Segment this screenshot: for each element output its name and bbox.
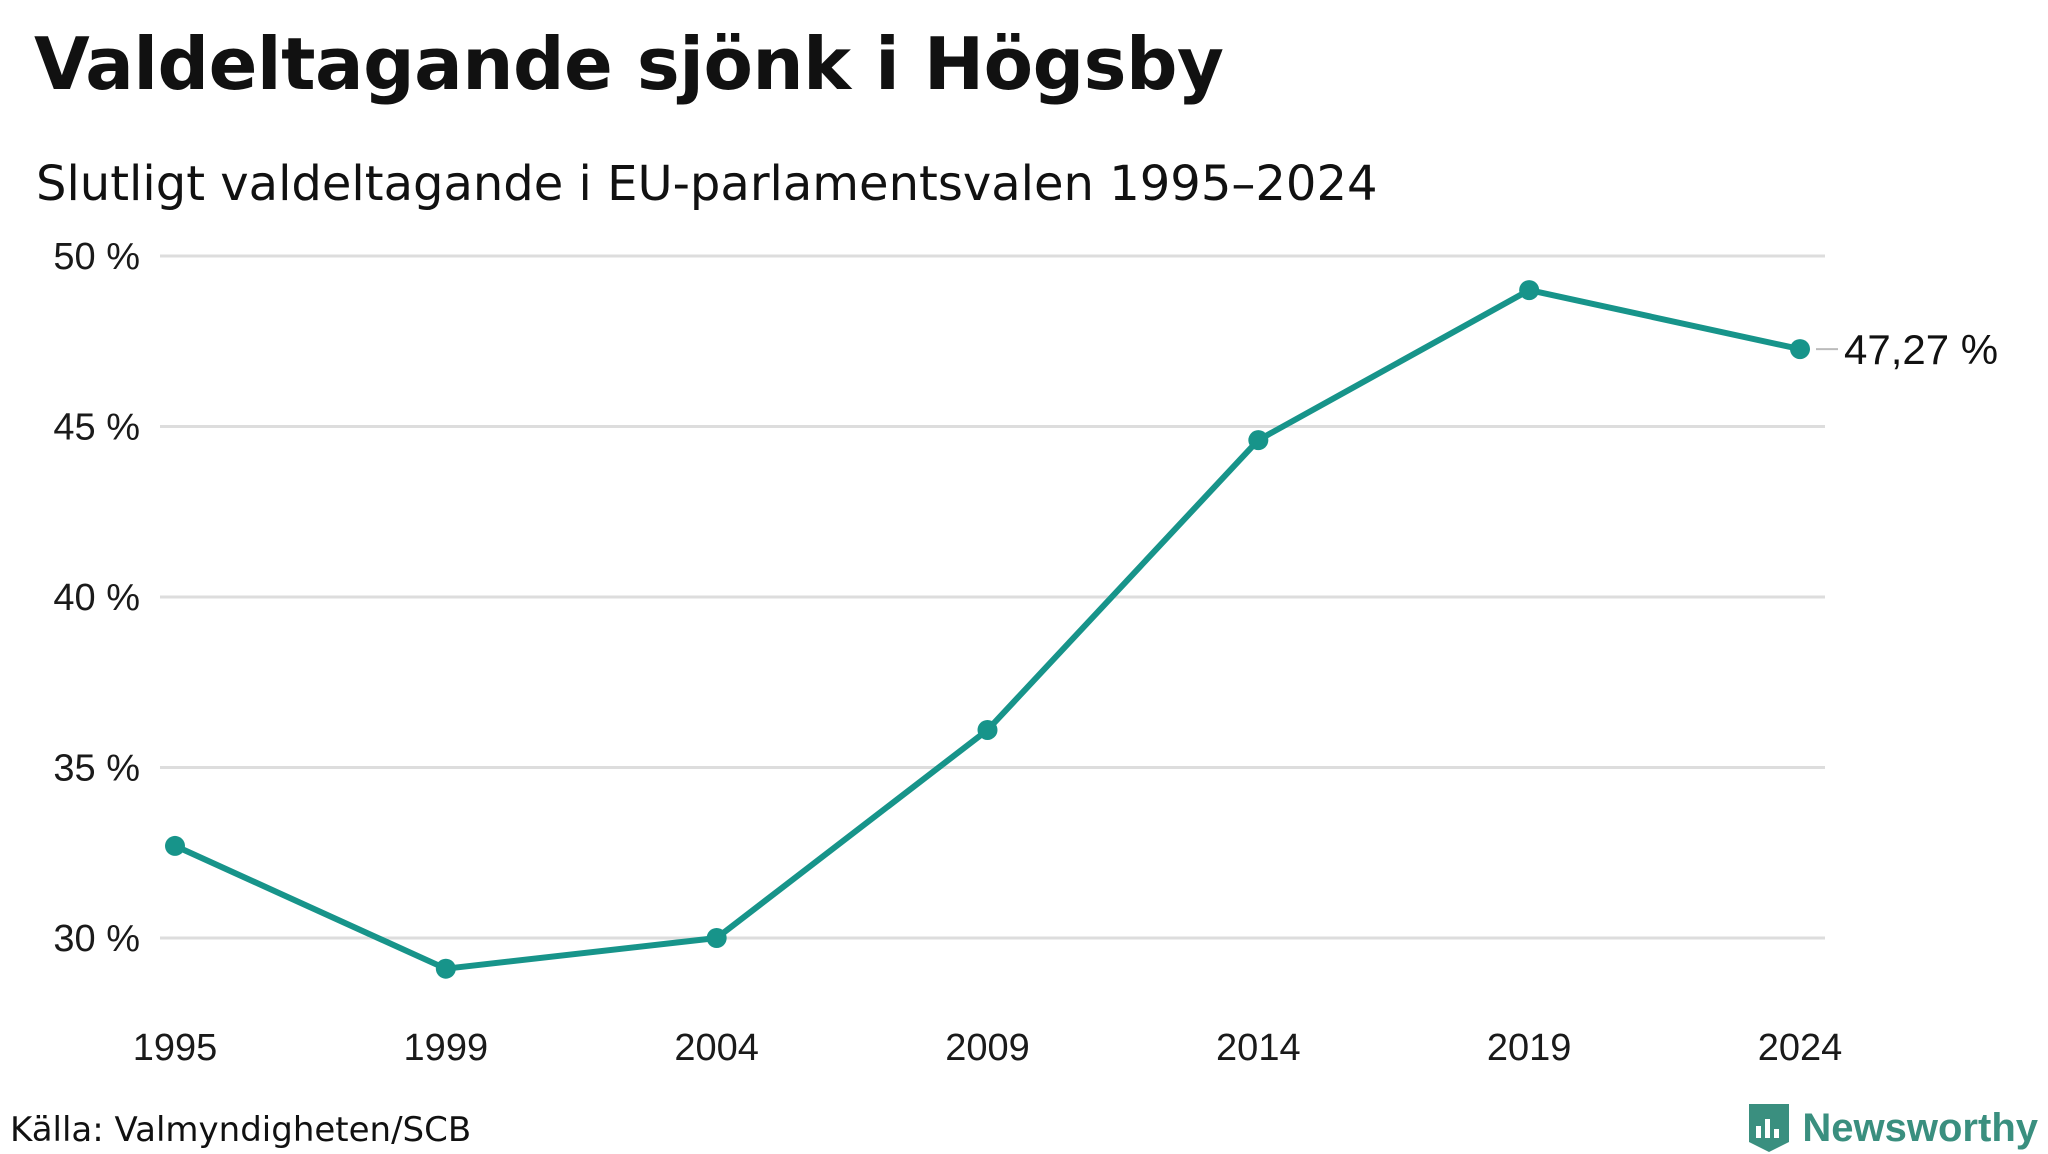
x-tick-label: 2009 [945, 1027, 1030, 1069]
data-point-2019 [1519, 280, 1540, 301]
brand-logo: Newsworthy [1746, 1102, 2038, 1154]
series-layer [165, 280, 1810, 979]
end-label-group: 47,27 % [1816, 326, 1998, 373]
data-point-2004 [706, 928, 727, 948]
y-tick-label: 30 % [53, 918, 140, 960]
x-axis-ticks: 1995 1999 2004 2009 2014 2019 2024 [133, 1027, 1843, 1069]
end-value-label: 47,27 % [1844, 326, 1998, 373]
x-tick-label: 1999 [404, 1027, 489, 1069]
data-point-1999 [435, 958, 456, 979]
x-tick-label: 2014 [1216, 1027, 1301, 1069]
y-tick-label: 40 % [53, 577, 140, 619]
y-axis-ticks: 50 % 45 % 40 % 35 % 30 % [53, 236, 140, 960]
bar-chart-shield-icon [1749, 1104, 1790, 1152]
data-point-2024 [1790, 339, 1810, 360]
x-tick-label: 2019 [1487, 1027, 1572, 1069]
x-tick-label: 1995 [133, 1027, 218, 1069]
chart-title: Valdeltagande sjönk i Högsby [34, 22, 1224, 106]
y-tick-label: 45 % [53, 407, 140, 449]
x-tick-label: 2004 [674, 1027, 759, 1069]
data-point-2009 [977, 719, 998, 740]
source-note: Källa: Valmyndigheten/SCB [10, 1110, 472, 1150]
data-point-2014 [1248, 430, 1269, 451]
y-tick-label: 50 % [53, 236, 140, 278]
series-line [172, 287, 1803, 972]
data-point-1995 [165, 835, 185, 856]
x-tick-label: 2024 [1758, 1027, 1843, 1069]
chart-subtitle: Slutligt valdeltagande i EU-parlamentsva… [36, 156, 1378, 212]
grid-lines [160, 254, 1825, 940]
line-chart: 50 % 45 % 40 % 35 % 30 % 1995 1999 2004 2009 201… [53, 236, 1998, 1069]
y-tick-label: 35 % [53, 748, 140, 790]
brand-name: Newsworthy [1802, 1105, 2038, 1150]
